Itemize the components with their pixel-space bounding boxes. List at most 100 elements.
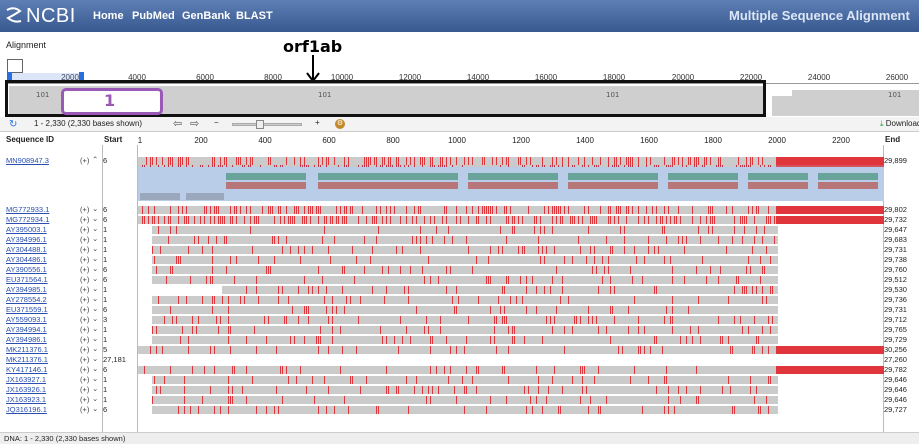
- zoom-slider-thumb[interactable]: [256, 120, 264, 129]
- alignment-bar[interactable]: [152, 326, 778, 334]
- expand-arrow-icon[interactable]: ⌄: [92, 394, 99, 403]
- alignment-bar[interactable]: [152, 386, 778, 394]
- sequence-id-link[interactable]: MN908947.3: [6, 156, 49, 165]
- expand-arrow-icon[interactable]: ⌄: [92, 384, 99, 393]
- nav-blast[interactable]: BLAST: [236, 10, 273, 22]
- nav-genbank[interactable]: GenBank: [182, 10, 231, 22]
- sequence-id-link[interactable]: AY278554.2: [6, 295, 47, 304]
- sequence-id-link[interactable]: AY559093.1: [6, 315, 47, 324]
- expand-arrow-icon[interactable]: ⌄: [92, 234, 99, 243]
- alignment-bar[interactable]: [138, 157, 884, 165]
- expand-arrow-icon[interactable]: ⌄: [92, 404, 99, 413]
- alignment-bar[interactable]: [152, 266, 778, 274]
- sequence-id-link[interactable]: AY395003.1: [6, 225, 47, 234]
- sequence-id-link[interactable]: JX163926.1: [6, 385, 47, 394]
- refresh-icon[interactable]: ↻: [9, 119, 18, 130]
- alignment-bar[interactable]: [152, 236, 778, 244]
- expand-arrow-icon[interactable]: ⌄: [92, 344, 99, 353]
- feature-segment[interactable]: [748, 173, 808, 180]
- expand-arrow-icon[interactable]: ⌄: [92, 214, 99, 223]
- feature-segment[interactable]: [398, 173, 458, 180]
- feature-segment[interactable]: [186, 193, 224, 200]
- feature-segment[interactable]: [568, 182, 658, 189]
- download-button[interactable]: ⤓ Download: [880, 119, 919, 129]
- expand-arrow-icon[interactable]: ⌄: [92, 264, 99, 273]
- zoom-in-button[interactable]: +: [315, 118, 320, 127]
- feature-segment[interactable]: [668, 182, 738, 189]
- forward-arrow-icon[interactable]: ⇨: [190, 118, 200, 130]
- sequence-id-link[interactable]: EU371564.1: [6, 275, 48, 284]
- expand-arrow-icon[interactable]: ⌄: [92, 314, 99, 323]
- sequence-id-link[interactable]: MK211376.1: [6, 355, 48, 364]
- expand-arrow-icon[interactable]: ⌄: [92, 324, 99, 333]
- overview-selection-window[interactable]: [12, 73, 79, 81]
- expand-arrow-icon[interactable]: ⌄: [92, 304, 99, 313]
- feature-segment[interactable]: [668, 173, 738, 180]
- expand-arrow-icon[interactable]: ⌄: [92, 254, 99, 263]
- feature-segment[interactable]: [318, 182, 398, 189]
- sequence-id-link[interactable]: JX163923.1: [6, 395, 47, 404]
- alignment-bar[interactable]: [152, 306, 778, 314]
- alignment-bar[interactable]: [138, 206, 884, 214]
- overview-toggle-box[interactable]: [7, 59, 23, 73]
- alignment-bar[interactable]: [222, 286, 778, 294]
- sequence-id-link[interactable]: JQ316196.1: [6, 405, 47, 414]
- feature-segment[interactable]: [818, 173, 878, 180]
- alignment-bar[interactable]: [138, 366, 884, 374]
- alignment-bar[interactable]: [152, 226, 778, 234]
- alignment-bar[interactable]: [152, 396, 778, 404]
- alignment-bar[interactable]: [152, 296, 778, 304]
- expand-arrow-icon[interactable]: ⌄: [92, 374, 99, 383]
- expand-arrow-icon[interactable]: ⌄: [92, 274, 99, 283]
- feature-segment[interactable]: [318, 173, 398, 180]
- sequence-id-link[interactable]: MK211376.1: [6, 345, 48, 354]
- sequence-id-link[interactable]: MG772933.1: [6, 205, 50, 214]
- alignment-bar[interactable]: [152, 256, 778, 264]
- alignment-bar[interactable]: [152, 376, 778, 384]
- feature-segment[interactable]: [398, 182, 458, 189]
- ncbi-logo[interactable]: NCBI: [4, 5, 76, 27]
- feature-segment[interactable]: [226, 182, 306, 189]
- feature-segment[interactable]: [748, 182, 808, 189]
- feature-segment[interactable]: [468, 173, 558, 180]
- sequence-id-link[interactable]: MG772934.1: [6, 215, 50, 224]
- sequence-id-link[interactable]: AY304486.1: [6, 255, 47, 264]
- expand-arrow-icon[interactable]: ⌄: [92, 284, 99, 293]
- expand-arrow-icon[interactable]: ⌄: [92, 244, 99, 253]
- nav-pubmed[interactable]: PubMed: [132, 10, 175, 22]
- expand-arrow-icon[interactable]: ⌄: [92, 364, 99, 373]
- expand-arrow-icon[interactable]: ⌄: [92, 224, 99, 233]
- sequence-id-link[interactable]: AY394994.1: [6, 325, 47, 334]
- feature-segment[interactable]: [818, 182, 878, 189]
- settings-icon[interactable]: ⚙: [335, 119, 345, 129]
- zoom-out-button[interactable]: −: [214, 118, 219, 127]
- sequence-id-link[interactable]: JX163927.1: [6, 375, 47, 384]
- alignment-bar[interactable]: [152, 246, 778, 254]
- overview-left-handle[interactable]: [7, 72, 12, 81]
- expand-arrow-icon[interactable]: ⌄: [92, 294, 99, 303]
- expand-arrow-icon[interactable]: ⌄: [92, 334, 99, 343]
- alignment-bar[interactable]: [152, 276, 778, 284]
- alignment-bar[interactable]: [152, 316, 778, 324]
- sequence-id-link[interactable]: AY394996.1: [6, 235, 47, 244]
- sequence-id-link[interactable]: AY390556.1: [6, 265, 47, 274]
- sequence-id-link[interactable]: EU371559.1: [6, 305, 48, 314]
- alignment-bar[interactable]: [138, 216, 884, 224]
- expand-arrow-icon[interactable]: ⌄: [92, 354, 99, 363]
- feature-segment[interactable]: [468, 182, 558, 189]
- sequence-id-link[interactable]: AY394985.1: [6, 285, 47, 294]
- alignment-bar[interactable]: [152, 406, 778, 414]
- alignment-bar[interactable]: [152, 336, 778, 344]
- feature-segment[interactable]: [568, 173, 658, 180]
- sequence-id-link[interactable]: KY417146.1: [6, 365, 48, 374]
- feature-segment[interactable]: [226, 173, 306, 180]
- alignment-bar[interactable]: [138, 346, 884, 354]
- sequence-id-link[interactable]: AY304488.1: [6, 245, 47, 254]
- zoom-slider[interactable]: [232, 123, 302, 126]
- overview-right-handle[interactable]: [79, 72, 84, 81]
- nav-home[interactable]: Home: [93, 10, 124, 22]
- expand-arrow-icon[interactable]: ⌄: [92, 204, 99, 213]
- back-arrow-icon[interactable]: ⇦: [173, 118, 183, 130]
- expand-arrow-icon[interactable]: ⌃: [92, 155, 99, 164]
- sequence-id-link[interactable]: AY394986.1: [6, 335, 47, 344]
